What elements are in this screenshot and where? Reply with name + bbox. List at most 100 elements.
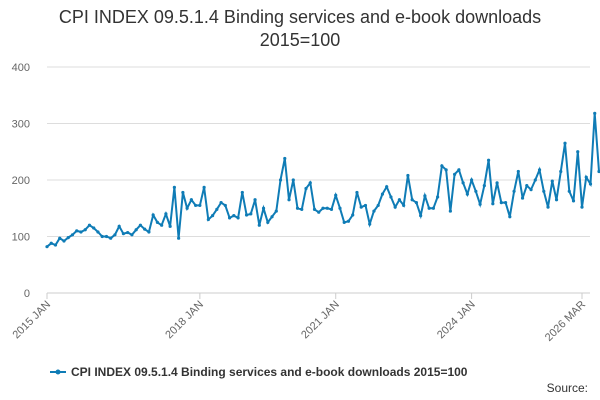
point	[550, 179, 554, 183]
point	[542, 189, 546, 193]
point	[227, 216, 232, 220]
point	[410, 198, 414, 202]
point	[580, 205, 584, 209]
point	[181, 190, 185, 195]
point	[559, 169, 563, 174]
point	[406, 173, 410, 178]
point	[75, 229, 79, 233]
point	[270, 215, 274, 219]
point	[177, 236, 181, 240]
point	[351, 213, 355, 217]
point	[563, 141, 567, 145]
point	[482, 184, 486, 188]
point	[79, 230, 83, 234]
point	[172, 185, 176, 189]
point	[223, 203, 227, 208]
point	[134, 228, 138, 232]
point	[215, 207, 219, 211]
point	[104, 234, 109, 239]
point	[300, 207, 304, 211]
point	[164, 212, 168, 216]
point	[525, 184, 529, 188]
point	[597, 169, 600, 174]
point	[537, 168, 542, 172]
chart-title: CPI INDEX 09.5.1.4 Binding services and …	[58, 7, 542, 50]
point	[380, 192, 385, 196]
point	[210, 213, 215, 218]
point	[219, 201, 223, 205]
point	[317, 210, 321, 214]
point	[278, 178, 283, 182]
point	[397, 198, 402, 202]
point	[168, 224, 172, 228]
point	[372, 209, 376, 213]
point	[147, 230, 151, 234]
point	[189, 198, 193, 202]
point	[338, 206, 342, 210]
point	[593, 111, 597, 115]
point	[529, 188, 533, 192]
y-tick-label: 300	[12, 119, 30, 131]
point	[266, 220, 270, 224]
series-line	[46, 113, 600, 248]
point	[291, 178, 295, 182]
point	[461, 181, 465, 185]
x-tick-label: 2024 JAN	[435, 299, 478, 342]
point	[520, 196, 525, 200]
point	[402, 203, 406, 208]
point	[287, 198, 291, 202]
point	[576, 150, 580, 154]
point	[117, 224, 121, 228]
point	[121, 232, 126, 236]
point	[283, 156, 287, 161]
point	[376, 203, 380, 208]
point	[478, 202, 482, 206]
point	[58, 236, 62, 240]
point	[126, 230, 130, 235]
point	[503, 201, 508, 205]
point	[206, 217, 210, 222]
point	[419, 213, 423, 218]
point	[588, 182, 593, 186]
x-tick-label: 2018 JAN	[163, 299, 206, 342]
point	[53, 243, 58, 247]
point	[448, 209, 452, 213]
point	[571, 199, 576, 203]
point	[508, 215, 512, 219]
y-tick-label: 100	[12, 232, 30, 244]
point	[304, 186, 308, 191]
point	[249, 212, 253, 216]
point	[202, 185, 206, 189]
point	[253, 198, 257, 202]
legend-marker	[55, 369, 61, 375]
point	[321, 206, 325, 210]
point	[92, 226, 96, 230]
point	[470, 178, 474, 182]
point	[554, 198, 559, 202]
point	[431, 206, 435, 210]
point	[130, 233, 134, 237]
point	[87, 223, 92, 227]
point	[257, 223, 261, 227]
y-tick-label: 200	[12, 175, 30, 187]
point	[261, 206, 266, 210]
point	[155, 220, 159, 224]
point	[143, 227, 147, 231]
point	[491, 202, 495, 206]
point	[236, 216, 240, 220]
point	[244, 213, 249, 217]
point	[138, 223, 143, 227]
point	[62, 239, 66, 243]
point	[368, 222, 372, 226]
point	[160, 223, 164, 227]
point	[546, 205, 550, 209]
point	[100, 234, 104, 239]
point	[414, 201, 419, 205]
legend-label: CPI INDEX 09.5.1.4 Binding services and …	[71, 365, 468, 379]
point	[512, 189, 516, 193]
point	[109, 236, 113, 240]
point	[363, 203, 368, 208]
point	[453, 172, 457, 176]
point	[346, 219, 351, 223]
